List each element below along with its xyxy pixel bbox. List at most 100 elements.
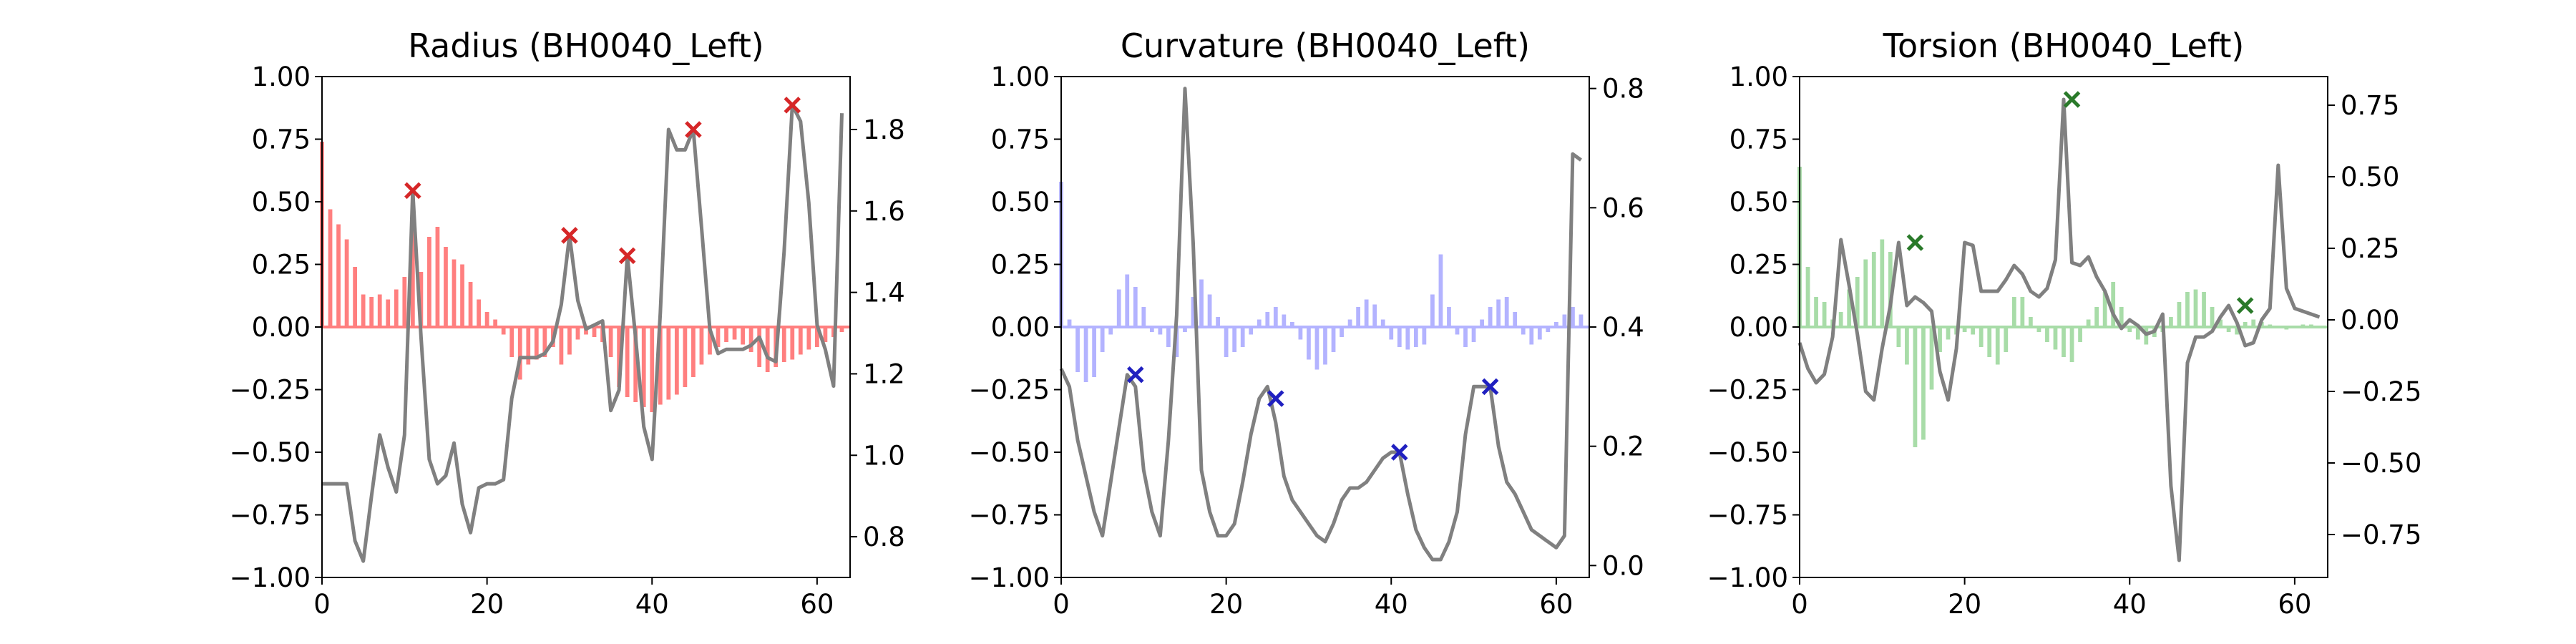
y-tick-label: −1.00 (969, 562, 1050, 593)
chart-panel-1: Curvature (BH0040_Left) 1.00 0.75 0.50 0.25 0… (969, 26, 1644, 620)
bar (2020, 297, 2025, 327)
chart-title: Radius (BH0040_Left) (408, 26, 764, 65)
bar (1232, 327, 1237, 352)
x-tick-label: 60 (800, 589, 834, 620)
bar (2210, 307, 2215, 327)
y2-tick-label: 0.50 (2341, 162, 2399, 192)
y2-tick-label: 0.6 (1602, 192, 1644, 223)
peak-marker-stroke (404, 182, 421, 200)
y2-tick-label: 0.25 (2341, 233, 2399, 264)
peak-marker-stroke (1906, 234, 1924, 251)
bar (1822, 302, 1827, 327)
bar (658, 327, 663, 405)
bar (2235, 327, 2240, 335)
y-tick-label: −1.00 (1707, 562, 1788, 593)
bar (1913, 327, 1918, 447)
bar (708, 327, 712, 355)
bar (460, 264, 464, 327)
bar (2004, 327, 2009, 352)
bar (336, 224, 341, 327)
y2-tick-label: −0.25 (2341, 376, 2421, 407)
bar (608, 327, 613, 357)
bar (444, 247, 448, 327)
bar (625, 327, 630, 397)
bar (344, 239, 349, 327)
bar (790, 327, 795, 360)
bar (1364, 299, 1369, 327)
y2-tick-label: 0.0 (1602, 550, 1644, 581)
bar (1471, 327, 1476, 342)
bar (1905, 327, 1909, 365)
bar (2185, 292, 2190, 327)
y-tick-label: 0.75 (1729, 125, 1788, 155)
y-tick-label: 0.25 (991, 250, 1050, 280)
bar (542, 327, 547, 357)
bar (427, 237, 431, 327)
bar (1273, 307, 1278, 327)
bar (1805, 267, 1810, 327)
bar (650, 327, 655, 412)
y2-tick-label: 1.8 (863, 114, 905, 145)
bar (1455, 327, 1460, 335)
bar (1323, 327, 1327, 365)
bar (2226, 327, 2231, 332)
x-tick-label: 20 (1948, 589, 1981, 620)
bar (452, 259, 457, 327)
y-tick-label: −0.25 (230, 375, 311, 406)
bar (716, 327, 721, 347)
y-tick-label: 1.00 (1729, 62, 1788, 92)
y-tick-label: 0.00 (252, 312, 311, 343)
bar (1463, 327, 1468, 347)
y2-tick-label: 0.8 (1602, 74, 1644, 104)
bar (1216, 317, 1220, 327)
peak-marker-stroke (561, 227, 578, 244)
bar (592, 327, 597, 337)
bar (559, 327, 564, 365)
bar (1430, 294, 1435, 327)
x-tick-label: 0 (313, 589, 331, 620)
bar (1356, 307, 1361, 327)
y-tick-label: 0.25 (1729, 250, 1788, 280)
bar (1480, 319, 1484, 327)
bar (2045, 327, 2049, 342)
bar (2078, 327, 2082, 342)
bar (1298, 327, 1303, 340)
bar (2094, 307, 2099, 327)
peak-marker-stroke (1391, 444, 1408, 461)
peak-marker (1391, 444, 1408, 461)
peak-marker (1906, 234, 1924, 251)
bar (2053, 327, 2058, 350)
peak-marker-stroke (1481, 378, 1499, 396)
chart-title: Torsion (BH0040_Left) (1883, 26, 2245, 65)
bar (617, 327, 622, 387)
bar (1183, 327, 1187, 332)
bar (1938, 327, 1942, 352)
bar (757, 327, 762, 367)
peak-marker (2063, 91, 2081, 108)
bar (823, 327, 828, 342)
bar (517, 327, 522, 380)
peak-marker (1127, 366, 1144, 384)
bar (798, 327, 803, 355)
bar (683, 327, 688, 387)
y2-tick-label: 0.4 (1602, 312, 1644, 343)
bar (1814, 297, 1818, 327)
bar (1962, 327, 1967, 332)
bar (1579, 314, 1584, 327)
bar (1880, 239, 1885, 327)
bar (2202, 292, 2206, 327)
bar (1257, 319, 1262, 327)
y-tick-label: −0.25 (969, 375, 1050, 406)
y-tick-label: 1.00 (991, 62, 1050, 92)
bar (1546, 327, 1551, 332)
bar (1240, 327, 1245, 347)
bar (1447, 307, 1451, 327)
bar (1987, 327, 1992, 357)
bar (1438, 254, 1443, 327)
bar (567, 327, 572, 355)
bar (2036, 327, 2041, 332)
y-tick-label: 0.00 (991, 312, 1050, 343)
bar (1307, 327, 1311, 360)
bar (410, 192, 415, 327)
